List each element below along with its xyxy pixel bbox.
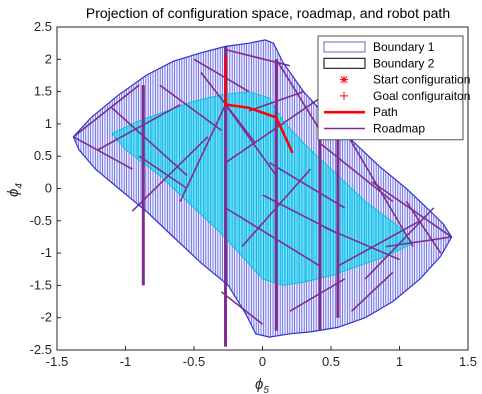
legend-entry-5: Path — [324, 105, 398, 119]
legend-entry-1: Boundary 1 — [323, 40, 435, 54]
roadmap-edge-5 — [131, 136, 209, 212]
roadmap-edge-14 — [248, 90, 304, 112]
roadmap-edge-7 — [179, 104, 227, 202]
y-tick-label: -0.5 — [30, 213, 52, 228]
y-tick-label: 0 — [45, 181, 52, 196]
legend-label: Start configuration — [373, 73, 470, 87]
y-axis-label-symbol: ϕ — [5, 189, 22, 197]
legend-marker-plus — [340, 91, 348, 100]
legend-label: Path — [373, 105, 398, 119]
svg-text:ϕ5: ϕ5 — [255, 376, 269, 394]
roadmap-edge-22 — [364, 207, 435, 280]
legend-entry-3: Start configuration — [340, 73, 470, 87]
y-tick-label: 2 — [45, 51, 52, 66]
x-tick-label: 1.5 — [459, 354, 477, 369]
legend: Boundary 1 Boundary 2 Start configuration G… — [317, 35, 470, 141]
roadmap-edge-12 — [241, 168, 312, 248]
legend-label: Goal configuraiton — [373, 89, 470, 103]
roadmap-edge-8 — [193, 58, 250, 93]
roadmap-edge-19 — [323, 226, 400, 261]
roadmap-edge-28 — [200, 71, 257, 144]
roadmap-edge-21 — [344, 129, 414, 248]
x-tick-label: 0 — [259, 354, 266, 369]
legend-entry-2: Boundary 2 — [323, 56, 435, 70]
roadmap-edge-10 — [225, 97, 321, 164]
roadmap-edge-30 — [275, 58, 321, 131]
y-axis-label-subscript: 4 — [14, 183, 25, 189]
y-ticks: -2.5 -2 -1.5 -1 -0.5 0 0.5 1 1.5 2 2.5 — [30, 19, 61, 357]
y-tick-label: -2.5 — [30, 342, 52, 357]
x-tick-label: 1 — [396, 354, 403, 369]
roadmap-edge-27 — [138, 155, 188, 190]
svg-text:ϕ4: ϕ4 — [5, 183, 25, 197]
roadmap-edge-3 — [97, 103, 181, 151]
roadmap-edge-20 — [337, 220, 421, 267]
roadmap-edge-17 — [289, 278, 346, 312]
x-axis-label-subscript: 5 — [263, 385, 269, 394]
roadmap-edge-2 — [73, 136, 133, 170]
x-axis-label: ϕ5 — [255, 376, 269, 394]
y-tick-label: -1 — [40, 245, 52, 260]
roadmap-edge-24 — [385, 236, 452, 248]
roadmap — [72, 46, 453, 347]
x-tick-label: -0.5 — [183, 354, 205, 369]
legend-label: Boundary 2 — [373, 56, 435, 70]
x-tick-label: 0.5 — [322, 354, 340, 369]
roadmap-edge-11 — [225, 207, 321, 267]
roadmap-edge-4 — [111, 107, 188, 177]
legend-label: Roadmap — [373, 122, 425, 136]
legend-entry-4: Goal configuraiton — [340, 89, 470, 103]
y-tick-label: -1.5 — [30, 277, 52, 292]
y-tick-label: 1 — [45, 116, 52, 131]
roadmap-edge-6 — [159, 84, 222, 132]
y-tick-label: -2 — [40, 310, 52, 325]
chart-title: Projection of configuration space, roadm… — [86, 5, 450, 21]
y-axis-label: ϕ4 — [5, 183, 25, 197]
legend-swatch — [323, 57, 366, 69]
y-tick-label: 1.5 — [34, 84, 52, 99]
boundary-1-outline — [72, 39, 453, 338]
y-tick-label: 0.5 — [34, 148, 52, 163]
x-tick-label: -1 — [120, 354, 132, 369]
x-axis-label-symbol: ϕ — [255, 376, 263, 393]
legend-box — [317, 35, 464, 141]
x-tick-label: -1.5 — [46, 354, 68, 369]
plot-content — [72, 39, 453, 347]
y-tick-label: 2.5 — [34, 19, 52, 34]
path-line — [224, 56, 294, 154]
legend-entry-6: Roadmap — [324, 122, 425, 136]
roadmap-edge-25 — [405, 200, 442, 254]
legend-marker-asterisk — [340, 75, 348, 84]
roadmap-edge-26 — [351, 271, 394, 312]
legend-label: Boundary 1 — [373, 40, 435, 54]
x-ticks: -1.5 -1 -0.5 0 0.5 1 1.5 — [46, 346, 477, 369]
roadmap-edge-16 — [268, 161, 346, 209]
legend-swatch — [323, 41, 366, 53]
roadmap-edge-1 — [72, 84, 140, 138]
